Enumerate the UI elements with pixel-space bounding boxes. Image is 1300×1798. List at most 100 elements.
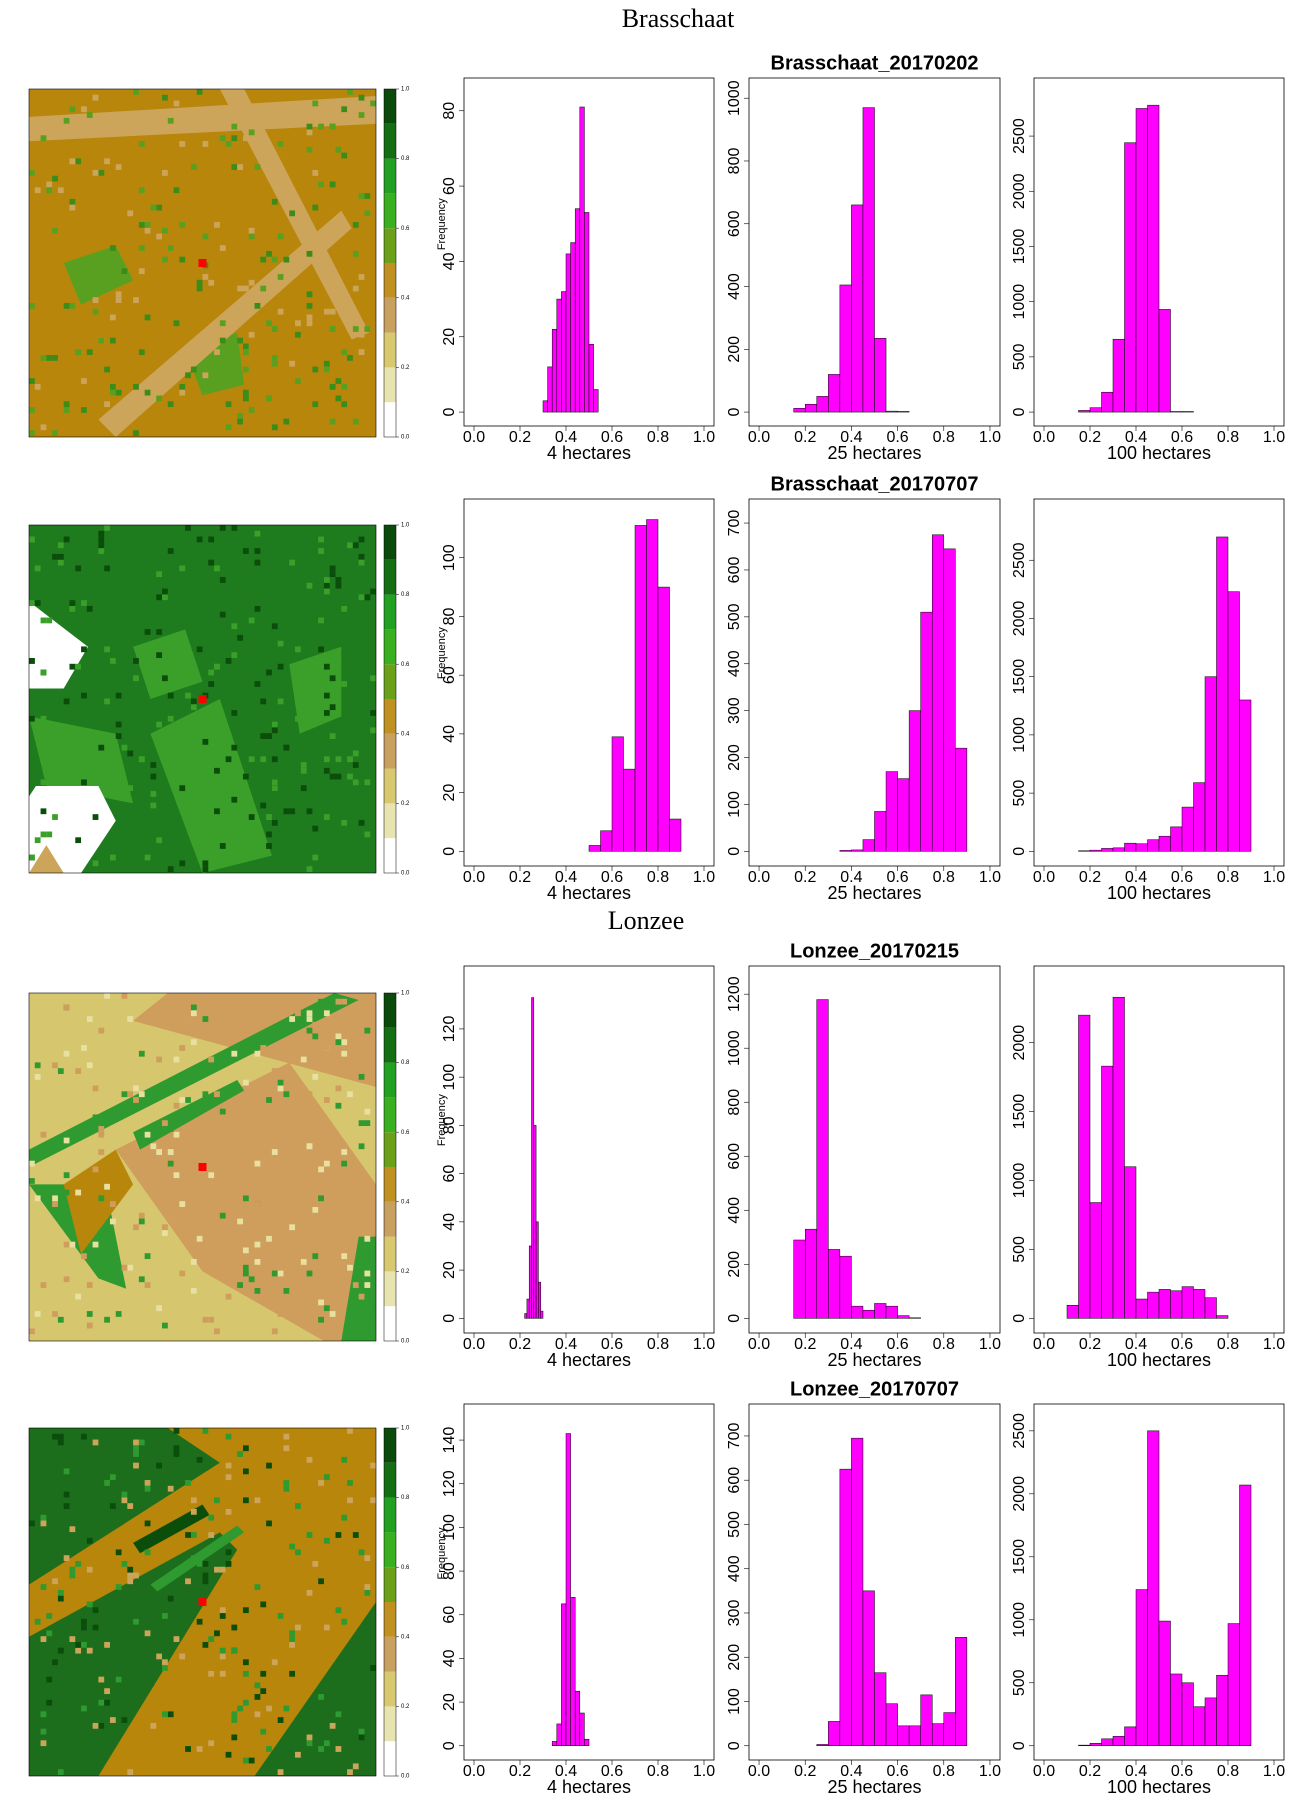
map-pixel <box>168 1486 174 1492</box>
map-pixel <box>174 187 180 193</box>
y-tick-label: 0 <box>441 1741 458 1750</box>
map-pixel <box>272 199 278 205</box>
map-pixel <box>220 1654 226 1660</box>
histogram-bar <box>886 411 898 412</box>
map-pixel <box>295 1149 301 1155</box>
map-pixel <box>214 762 220 768</box>
map-pixel <box>220 1613 226 1619</box>
map-pixel <box>324 652 330 658</box>
map-pixel <box>324 768 330 774</box>
map-pixel <box>145 1486 151 1492</box>
map-pixel <box>278 641 284 647</box>
map-pixel <box>336 1161 342 1167</box>
histogram-bar <box>817 396 829 412</box>
map-pixel <box>35 384 41 390</box>
map-pixel <box>127 1769 133 1775</box>
map-pixel <box>69 1636 75 1642</box>
map-pixel <box>81 407 87 413</box>
y-tick-label: 100 <box>726 791 743 818</box>
map-pixel <box>139 245 145 251</box>
histogram-bar <box>1148 840 1160 852</box>
histogram-bar <box>534 1125 536 1318</box>
y-tick-label: 500 <box>1011 1669 1028 1696</box>
map-pixel <box>237 419 243 425</box>
map-pixel <box>58 1068 64 1074</box>
map-pixel <box>214 565 220 571</box>
x-tick-label: 0.8 <box>647 429 669 446</box>
map-pixel <box>307 315 313 321</box>
map-pixel <box>52 814 58 820</box>
map-pixel <box>318 999 324 1005</box>
map-pixel <box>29 303 35 309</box>
map-pixel <box>324 1045 330 1051</box>
map-pixel <box>370 1463 376 1469</box>
map-pixel <box>162 1120 168 1126</box>
histogram-bar <box>1079 1015 1091 1318</box>
map-pixel <box>98 537 104 543</box>
x-tick-label: 0.2 <box>1079 429 1101 446</box>
map-pixel <box>255 164 261 170</box>
x-tick-label: 1.0 <box>1263 1763 1285 1780</box>
map-pixel <box>93 1114 99 1120</box>
map-pixel <box>75 349 81 355</box>
map-pixel <box>312 1253 318 1259</box>
map-pixel <box>353 751 359 757</box>
colorbar-segment <box>384 1741 396 1776</box>
y-tick-label: 1000 <box>1011 717 1028 753</box>
map-pixel <box>278 141 284 147</box>
x-tick-label: 1.0 <box>693 429 715 446</box>
colorbar-tick-label: 0.6 <box>401 1130 410 1136</box>
map-pixel <box>29 600 35 606</box>
map-pixel <box>347 1769 353 1775</box>
chart-title: Brasschaat_20170202 <box>771 52 979 74</box>
map-pixel <box>116 297 122 303</box>
map-pixel <box>81 1642 87 1648</box>
map-pixel <box>208 1172 214 1178</box>
map-pixel <box>283 808 289 814</box>
map-pixel <box>243 390 249 396</box>
map-pixel <box>347 1265 353 1271</box>
map-pixel <box>243 1758 249 1764</box>
map-pixel <box>353 1532 359 1538</box>
map-pixel <box>139 187 145 193</box>
map-pixel <box>336 280 342 286</box>
map-pixel <box>226 1561 232 1567</box>
map-pixel <box>179 565 185 571</box>
map-pixel <box>243 1265 249 1271</box>
colorbar-segment <box>384 1672 396 1707</box>
site-marker <box>199 695 207 703</box>
colorbar-segment <box>384 1097 396 1132</box>
map-pixel <box>295 716 301 722</box>
colorbar-segment <box>384 699 396 734</box>
map-pixel <box>307 291 313 297</box>
map-pixel <box>116 390 122 396</box>
map-pixel <box>289 1544 295 1550</box>
map-pixel <box>41 118 47 124</box>
map-pixel <box>359 1729 365 1735</box>
map-pixel <box>289 808 295 814</box>
map-pixel <box>46 182 52 188</box>
map-pixel <box>220 135 226 141</box>
x-tick-label: 0.0 <box>748 1763 770 1780</box>
map-pixel <box>179 785 185 791</box>
map-pixel <box>87 349 93 355</box>
map-pixel <box>220 577 226 583</box>
map-pixel <box>110 390 116 396</box>
histogram-bar <box>571 1597 576 1745</box>
histogram-bar <box>944 1713 956 1746</box>
map-pixel <box>145 1253 151 1259</box>
x-tick-label: 0.0 <box>1033 1763 1055 1780</box>
map-pixel <box>359 1074 365 1080</box>
map-pixel <box>272 424 278 430</box>
map-pixel <box>122 268 128 274</box>
map-pixel <box>133 1440 139 1446</box>
map-pixel <box>243 1445 249 1451</box>
y-tick-label: 40 <box>441 1649 458 1667</box>
map-pixel <box>29 537 35 543</box>
x-tick-label: 0.0 <box>748 1336 770 1353</box>
map-pixel <box>110 1201 116 1207</box>
map-pixel <box>307 1016 313 1022</box>
map-pixel <box>104 1480 110 1486</box>
x-axis-label: 25 hectares <box>827 883 921 903</box>
histogram-bar <box>584 1739 589 1746</box>
